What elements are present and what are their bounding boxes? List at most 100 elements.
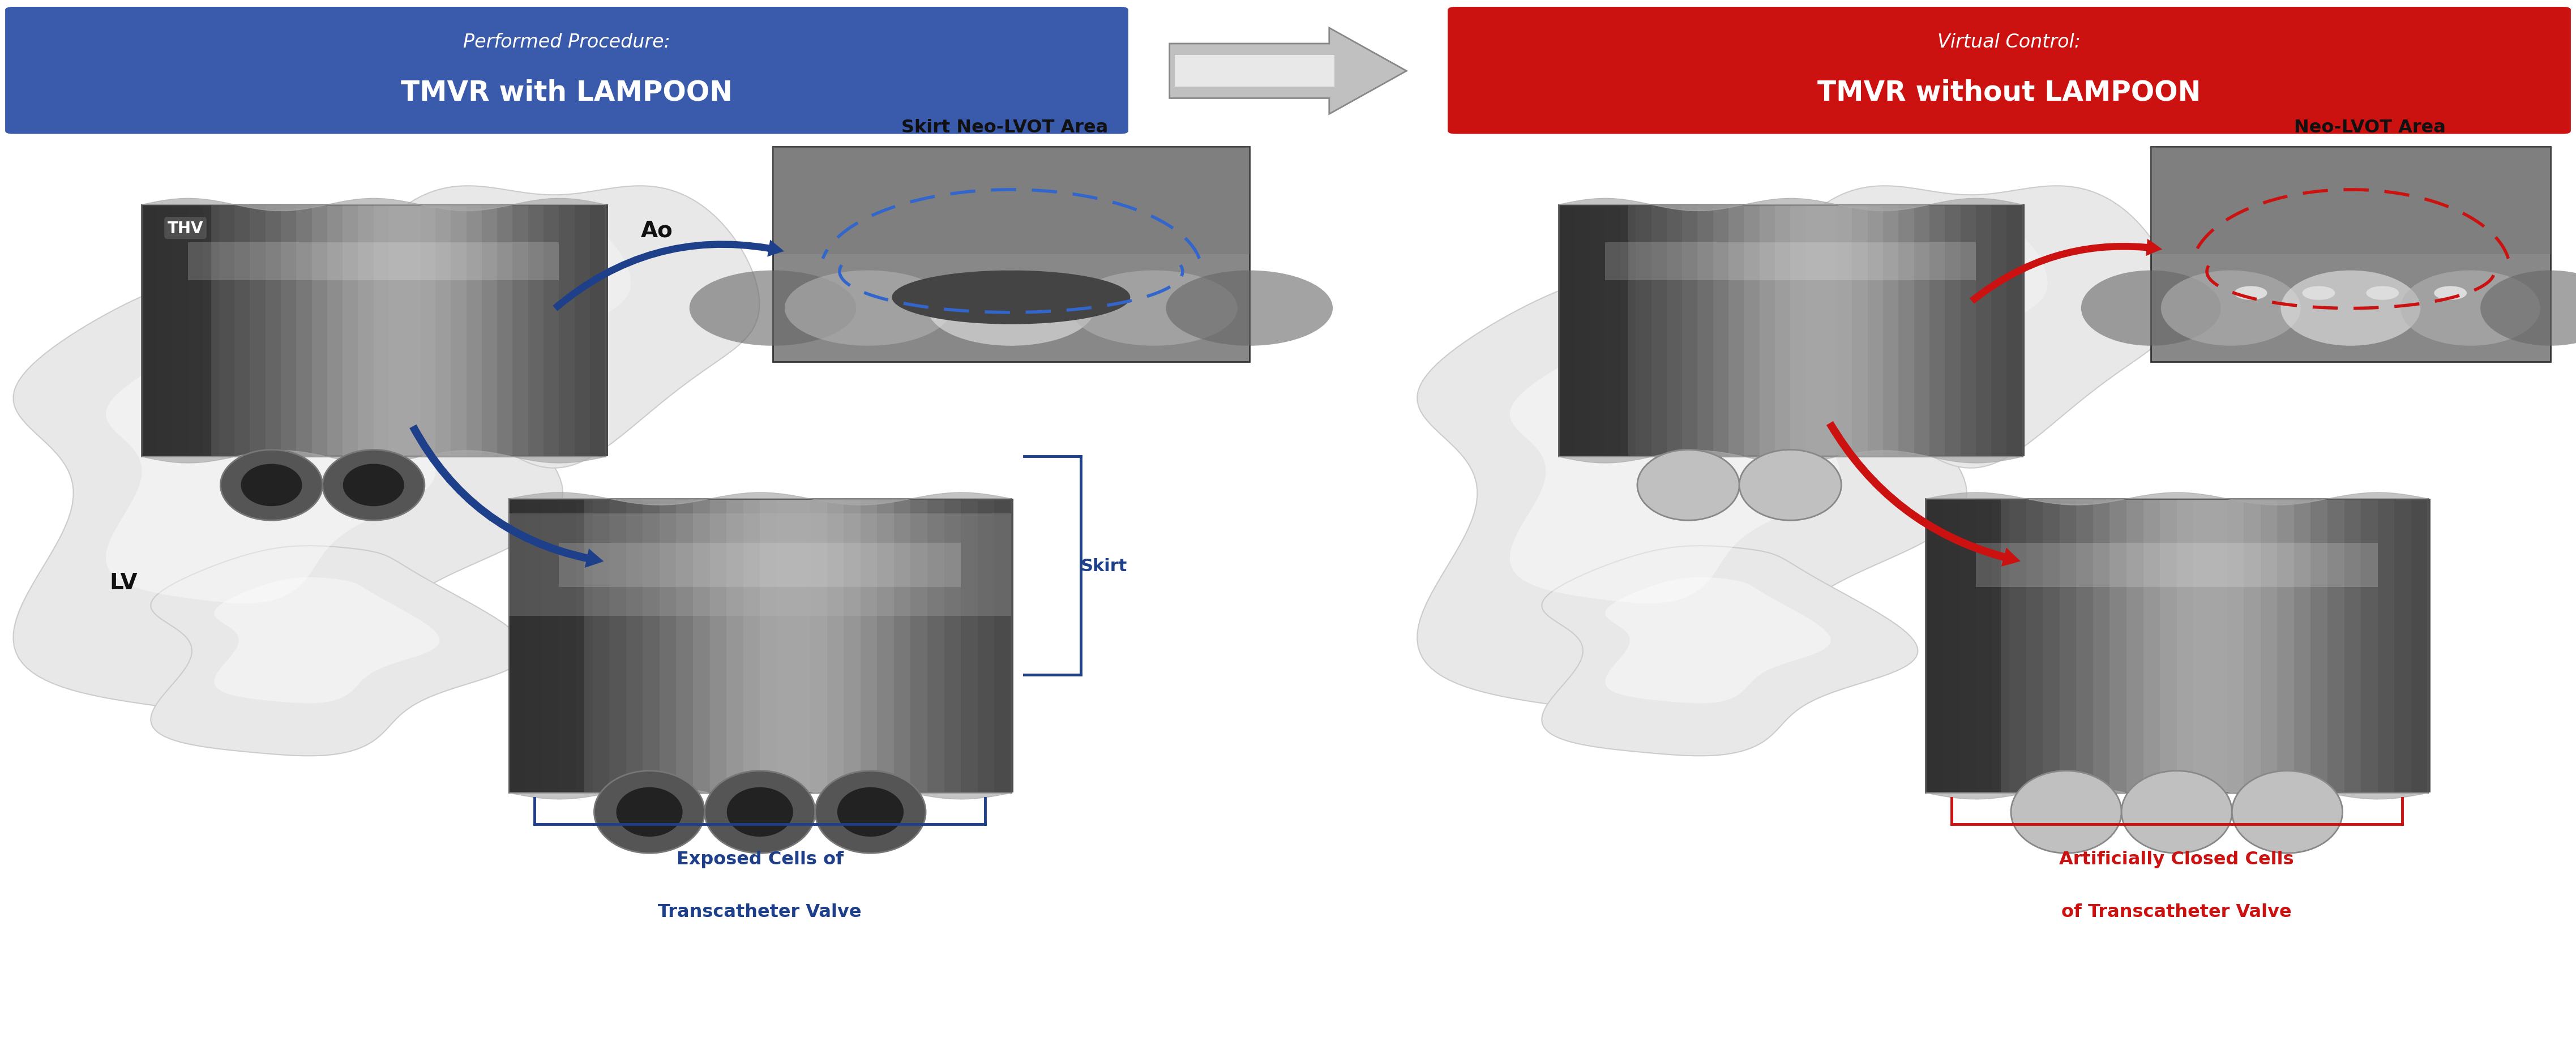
Circle shape: [2236, 287, 2267, 300]
Circle shape: [2367, 287, 2398, 300]
Polygon shape: [106, 339, 435, 604]
Bar: [2061, 499, 2079, 793]
Bar: [541, 499, 562, 793]
Bar: [1958, 499, 1978, 793]
Ellipse shape: [595, 771, 706, 854]
Bar: [773, 147, 1249, 362]
Circle shape: [2434, 287, 2465, 300]
Bar: [265, 205, 283, 457]
Bar: [544, 205, 562, 457]
Bar: [507, 513, 1010, 616]
Bar: [2244, 499, 2264, 793]
Bar: [2043, 499, 2061, 793]
Ellipse shape: [2123, 771, 2231, 854]
Bar: [1605, 205, 1623, 457]
Bar: [2076, 499, 2094, 793]
Bar: [420, 205, 438, 457]
Ellipse shape: [222, 450, 322, 521]
Bar: [559, 205, 577, 457]
Bar: [1574, 205, 1592, 457]
Bar: [2192, 499, 2213, 793]
Bar: [234, 205, 252, 457]
Ellipse shape: [706, 771, 814, 854]
Bar: [626, 499, 644, 793]
Text: Transcatheter Valve: Transcatheter Valve: [657, 903, 863, 921]
Bar: [281, 205, 299, 457]
Bar: [2151, 147, 2550, 254]
Bar: [611, 499, 629, 793]
Bar: [2110, 499, 2128, 793]
Bar: [894, 499, 912, 793]
Bar: [528, 205, 546, 457]
Ellipse shape: [927, 271, 1095, 347]
Text: THV: THV: [167, 220, 204, 236]
Bar: [2344, 499, 2365, 793]
Text: TMVR with LAMPOON: TMVR with LAMPOON: [402, 79, 732, 106]
Polygon shape: [1605, 578, 1832, 704]
Bar: [389, 205, 407, 457]
Bar: [2007, 205, 2025, 457]
Bar: [927, 499, 948, 793]
Bar: [157, 205, 175, 457]
Ellipse shape: [242, 464, 301, 506]
Bar: [1698, 205, 1716, 457]
Bar: [1651, 205, 1669, 457]
Ellipse shape: [2231, 771, 2342, 854]
Polygon shape: [425, 225, 631, 365]
Bar: [250, 205, 268, 457]
Bar: [142, 205, 160, 457]
Bar: [559, 499, 577, 793]
Bar: [188, 205, 206, 457]
Bar: [1682, 205, 1700, 457]
Bar: [1924, 499, 2002, 793]
Bar: [1620, 205, 1638, 457]
Bar: [2125, 499, 2146, 793]
Bar: [507, 499, 528, 793]
Bar: [312, 205, 330, 457]
Bar: [2311, 499, 2329, 793]
Bar: [1775, 205, 1793, 457]
Bar: [1976, 205, 1994, 457]
Text: Exposed Cells of: Exposed Cells of: [677, 851, 842, 868]
Bar: [1924, 499, 1945, 793]
Bar: [726, 499, 747, 793]
Polygon shape: [1417, 273, 1968, 714]
Polygon shape: [214, 578, 440, 704]
Bar: [827, 499, 845, 793]
Ellipse shape: [1739, 450, 1842, 521]
Bar: [204, 205, 222, 457]
Bar: [343, 205, 361, 457]
Bar: [374, 205, 392, 457]
Bar: [2411, 499, 2432, 793]
Bar: [590, 205, 608, 457]
Bar: [188, 243, 559, 280]
Bar: [2360, 499, 2380, 793]
Ellipse shape: [891, 271, 1131, 324]
Text: Virtual Control:: Virtual Control:: [1937, 33, 2081, 51]
Bar: [2025, 499, 2045, 793]
Bar: [2151, 147, 2550, 362]
Bar: [1713, 205, 1731, 457]
Bar: [1994, 499, 2012, 793]
Bar: [2143, 499, 2164, 793]
Bar: [1914, 205, 1932, 457]
Bar: [641, 499, 662, 793]
Bar: [659, 499, 680, 793]
Bar: [979, 499, 997, 793]
Bar: [526, 499, 546, 793]
Bar: [1837, 205, 1855, 457]
Text: Ao: Ao: [641, 220, 672, 242]
FancyBboxPatch shape: [1448, 7, 2571, 134]
Text: Skirt: Skirt: [1082, 558, 1128, 574]
Bar: [1960, 205, 1978, 457]
Bar: [2009, 499, 2027, 793]
Bar: [1589, 205, 1607, 457]
Ellipse shape: [1167, 271, 1332, 347]
Ellipse shape: [814, 771, 925, 854]
Bar: [773, 147, 1249, 254]
Bar: [1558, 205, 2022, 457]
Bar: [860, 499, 878, 793]
Text: Performed Procedure:: Performed Procedure:: [464, 33, 670, 51]
Bar: [1929, 205, 1947, 457]
Bar: [943, 499, 963, 793]
